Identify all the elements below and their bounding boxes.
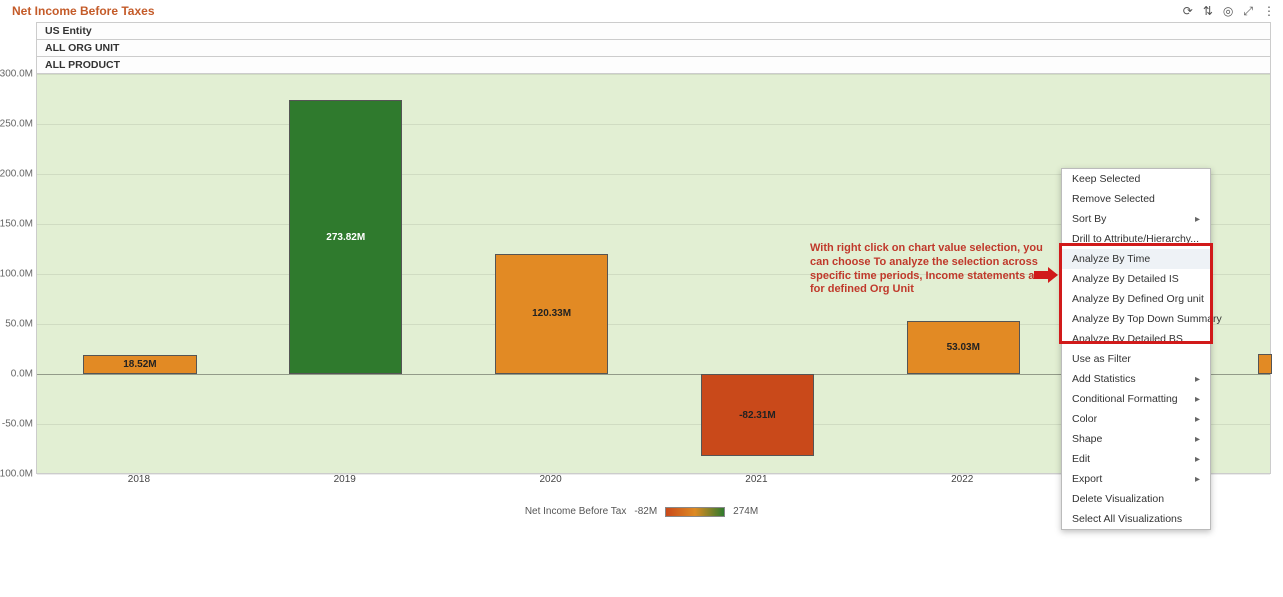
y-tick-label: 50.0M [5,319,33,330]
menu-item[interactable]: Remove Selected [1062,189,1210,209]
menu-item[interactable]: Use as Filter [1062,349,1210,369]
y-tick-label: 250.0M [0,119,33,130]
context-menu[interactable]: Keep Selected Remove Selected Sort By ▸ Dril… [1061,168,1211,530]
bar-2022[interactable]: 53.03M [907,321,1020,374]
menu-item[interactable]: Color ▸ [1062,409,1210,429]
x-tick-label: 2019 [334,474,356,485]
menu-item[interactable]: Export ▸ [1062,469,1210,489]
menu-item-label: Delete Visualization [1072,493,1164,505]
bar-2019[interactable]: 273.82M [289,100,402,374]
menu-item-label: Sort By [1072,213,1106,225]
menu-item[interactable]: Sort By ▸ [1062,209,1210,229]
menu-item-label: Edit [1072,453,1090,465]
menu-item[interactable]: Shape ▸ [1062,429,1210,449]
y-tick-label: 200.0M [0,169,33,180]
legend-min: -82M [634,506,657,517]
submenu-arrow-icon: ▸ [1195,474,1200,485]
y-tick-label: -50.0M [2,419,33,430]
title-row: Net Income Before Taxes ⟳ ⇅ ◎ ⤢ ⋮ [0,0,1283,20]
menu-item[interactable]: Analyze By Detailed IS [1062,269,1210,289]
menu-item[interactable]: Analyze By Defined Org unit [1062,289,1210,309]
legend-title: Net Income Before Tax [525,506,627,517]
filter-row[interactable]: ALL ORG UNIT [37,40,1270,57]
y-tick-label: -100.0M [0,469,33,480]
y-axis: -100.0M-50.0M0.0M50.0M100.0M150.0M200.0M… [1,74,35,473]
bar-2021[interactable]: -82.31M [701,374,814,456]
chart-title: Net Income Before Taxes [12,4,155,18]
menu-item-label: Remove Selected [1072,193,1155,205]
menu-item-label: Analyze By Detailed IS [1072,273,1179,285]
menu-item[interactable]: Analyze By Detailed BS [1062,329,1210,349]
y-tick-label: 0.0M [11,369,33,380]
menu-item-label: Select All Visualizations [1072,513,1182,525]
callout-text: With right click on chart value selectio… [810,242,1050,297]
filter-row[interactable]: ALL PRODUCT [37,57,1270,73]
menu-item[interactable]: Analyze By Time [1062,249,1210,269]
menu-item[interactable]: Select All Visualizations [1062,509,1210,529]
refresh-icon[interactable]: ⟳ [1183,4,1193,19]
menu-item-label: Conditional Formatting [1072,393,1178,405]
menu-item-label: Analyze By Top Down Summary [1072,313,1222,325]
bar-2023[interactable] [1258,354,1272,374]
filter-row[interactable]: US Entity [37,23,1270,40]
submenu-arrow-icon: ▸ [1195,374,1200,385]
x-tick-label: 2018 [128,474,150,485]
menu-item-label: Keep Selected [1072,173,1140,185]
legend-max: 274M [733,506,758,517]
menu-item[interactable]: Delete Visualization [1062,489,1210,509]
more-icon[interactable]: ⋮ [1263,4,1275,19]
menu-item-label: Add Statistics [1072,373,1136,385]
bar-2018[interactable]: 18.52M [83,355,196,374]
menu-item[interactable]: Analyze By Top Down Summary [1062,309,1210,329]
submenu-arrow-icon: ▸ [1195,414,1200,425]
expand-icon[interactable]: ⤢ [1243,4,1253,19]
legend-gradient [665,507,725,517]
submenu-arrow-icon: ▸ [1195,394,1200,405]
menu-item[interactable]: Keep Selected [1062,169,1210,189]
submenu-arrow-icon: ▸ [1195,454,1200,465]
menu-item[interactable]: Conditional Formatting ▸ [1062,389,1210,409]
menu-item-label: Color [1072,413,1097,425]
filter-panel: US EntityALL ORG UNITALL PRODUCT [36,22,1271,74]
menu-item-label: Analyze By Defined Org unit [1072,293,1204,305]
menu-item[interactable]: Add Statistics ▸ [1062,369,1210,389]
x-tick-label: 2022 [951,474,973,485]
submenu-arrow-icon: ▸ [1195,214,1200,225]
submenu-arrow-icon: ▸ [1195,434,1200,445]
x-tick-label: 2021 [745,474,767,485]
menu-item-label: Export [1072,473,1102,485]
callout-arrow-icon [1034,267,1058,283]
y-tick-label: 100.0M [0,269,33,280]
swap-icon[interactable]: ⇅ [1203,4,1213,19]
menu-item-label: Use as Filter [1072,353,1131,365]
menu-item-label: Analyze By Detailed BS [1072,333,1183,345]
menu-item[interactable]: Drill to Attribute/Hierarchy... [1062,229,1210,249]
menu-item-label: Analyze By Time [1072,253,1150,265]
y-tick-label: 150.0M [0,219,33,230]
menu-item[interactable]: Edit ▸ [1062,449,1210,469]
menu-item-label: Drill to Attribute/Hierarchy... [1072,233,1199,245]
menu-item-label: Shape [1072,433,1102,445]
toolbar: ⟳ ⇅ ◎ ⤢ ⋮ [1183,4,1275,19]
bar-2020[interactable]: 120.33M [495,254,608,374]
target-icon[interactable]: ◎ [1223,4,1233,19]
y-tick-label: 300.0M [0,69,33,80]
x-tick-label: 2020 [539,474,561,485]
